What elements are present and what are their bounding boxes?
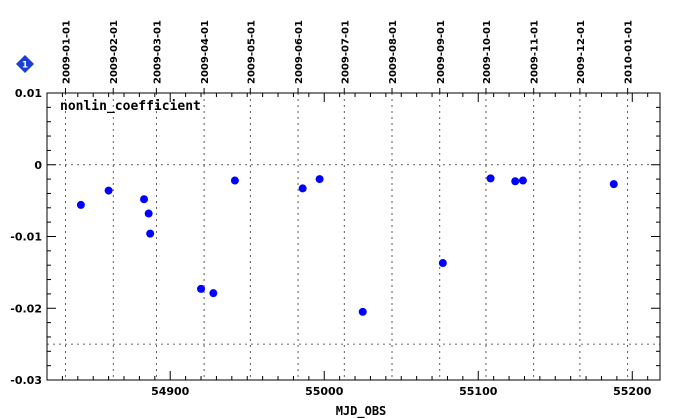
axis-ticks <box>46 92 660 381</box>
date-tick-label: 2009-02-01 <box>109 20 120 84</box>
data-point <box>76 200 85 209</box>
date-tick-label: 2010-01-01 <box>624 20 635 84</box>
date-tick-label: 2009-11-01 <box>530 20 541 84</box>
date-axis: 2009-01-01 2009-02-01 2009-03-01 2009-04-01… <box>61 20 635 93</box>
x-tick-label: 54900 <box>151 385 190 398</box>
date-tick-label: 2009-10-01 <box>482 20 493 84</box>
date-tick-label: 2009-06-01 <box>294 20 305 84</box>
diamond-badge-icon <box>16 55 34 73</box>
date-tick-label: 2009-09-01 <box>436 20 447 84</box>
date-tick-label: 2009-03-01 <box>152 20 163 84</box>
date-tick-label: 2009-08-01 <box>388 20 399 84</box>
plot-frame <box>46 92 661 381</box>
y-tick-label: -0.01 <box>10 231 42 244</box>
data-point <box>511 177 520 186</box>
data-point <box>146 229 155 238</box>
data-point <box>197 284 206 293</box>
x-tick-label: 55200 <box>613 385 652 398</box>
y-tick-label: -0.02 <box>10 302 42 315</box>
date-tick-label: 2009-04-01 <box>200 20 211 84</box>
date-tick-label: 2009-05-01 <box>246 20 257 84</box>
date-tick-label: 2009-07-01 <box>340 20 351 84</box>
data-point <box>518 176 527 185</box>
data-point <box>358 307 367 316</box>
data-point <box>144 209 153 218</box>
data-point <box>140 195 149 204</box>
x-axis-label: MJD_OBS <box>336 404 387 419</box>
data-points <box>76 174 618 316</box>
data-point <box>315 175 324 184</box>
info-badge[interactable]: 1 <box>16 55 34 73</box>
chart-annotation: nonlin_coefficient <box>60 99 201 114</box>
data-point <box>230 176 239 185</box>
x-tick-label: 55100 <box>459 385 498 398</box>
date-tick-label: 2009-01-01 <box>61 20 72 84</box>
date-tick-label: 2009-12-01 <box>576 20 587 84</box>
data-point <box>438 259 447 268</box>
data-point <box>486 174 495 183</box>
y-tick-label: -0.03 <box>10 374 42 387</box>
badge-label: 1 <box>22 61 28 71</box>
data-point <box>104 186 113 195</box>
y-tick-label: 0 <box>34 159 42 172</box>
x-tick-label: 55000 <box>305 385 344 398</box>
data-point <box>609 180 618 189</box>
data-point <box>298 184 307 193</box>
y-tick-label: 0.01 <box>15 87 42 100</box>
reference-lines <box>47 164 660 345</box>
data-point <box>209 289 218 298</box>
tick-labels: 54900 55000 55100 55200 0.01 0 -0.01 -0.02 -0.03 <box>10 87 651 398</box>
